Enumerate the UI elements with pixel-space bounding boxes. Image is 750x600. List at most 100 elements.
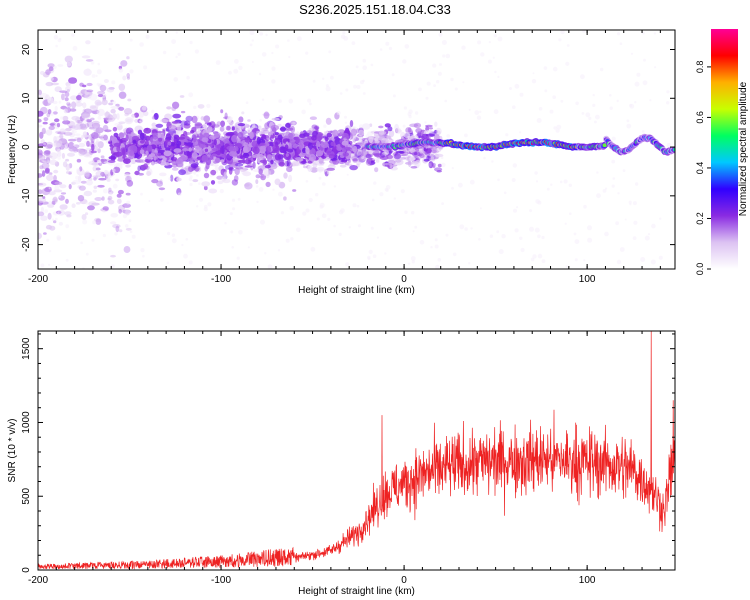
spectrum-speckle <box>487 59 492 64</box>
spectrum-cloud <box>295 157 302 161</box>
spectrum-speckle <box>80 241 83 245</box>
spectrum-speckle <box>116 164 120 168</box>
spectrum-speckle <box>275 44 280 49</box>
spectrum-speckle <box>171 238 177 244</box>
spectrum-speckle <box>184 120 191 126</box>
spectrum-cloud <box>176 140 182 146</box>
spectrum-speckle <box>403 132 411 139</box>
spectrum-speckle <box>596 171 599 174</box>
spectrum-speckle <box>391 73 395 77</box>
spectrum-speckle <box>106 87 115 93</box>
spectrum-speckle <box>550 183 553 186</box>
spectrum-cloud <box>243 145 248 154</box>
colorbar: 0.0 0.2 0.4 0.6 0.8 Normalized spectral ampli… <box>695 29 749 275</box>
spectrum-speckle <box>155 123 164 128</box>
spectrum-speckle <box>95 164 99 168</box>
x-axis-label: Height of straight line (km) <box>298 285 415 296</box>
spectrum-cloud <box>201 137 209 143</box>
spectrum-speckle <box>616 99 619 103</box>
spectrum-speckle <box>112 100 116 105</box>
spectrum-speckle <box>45 167 50 173</box>
spectrum-speckle <box>76 94 82 101</box>
spectrum-speckle <box>78 142 86 148</box>
spectrum-speckle <box>503 191 507 195</box>
spectrum-speckle <box>264 252 267 255</box>
spectrum-cloud <box>270 134 275 139</box>
spectrum-speckle <box>38 110 44 117</box>
spectrum-speckle <box>666 101 670 105</box>
spectrum-speckle <box>237 123 246 127</box>
spectrum-speckle <box>435 148 442 153</box>
spectrum-speckle <box>464 133 468 138</box>
spectrum-speckle <box>40 263 45 268</box>
spectrum-speckle <box>188 92 194 98</box>
spectrum-speckle <box>622 169 626 173</box>
spectrum-speckle <box>208 188 218 194</box>
spectrum-speckle <box>78 185 86 191</box>
spectrum-speckle <box>129 230 133 233</box>
spectrum-speckle <box>45 144 53 150</box>
spectrum-speckle <box>54 181 63 186</box>
spectrum-speckle <box>171 167 179 171</box>
spectrum-speckle <box>640 257 646 262</box>
spectrum-speckle <box>641 130 645 133</box>
spectrum-speckle <box>223 126 227 130</box>
spectrum-cloud <box>132 139 137 144</box>
spectrum-speckle <box>280 211 284 215</box>
spectrum-speckle <box>615 221 619 226</box>
spectrum-speckle <box>112 113 117 120</box>
spectrum-speckle <box>348 226 351 229</box>
spectrum-speckle <box>108 87 115 90</box>
spectrum-cloud <box>146 145 153 152</box>
spectrum-speckle <box>477 40 482 45</box>
spectrum-speckle <box>389 227 392 230</box>
spectrum-speckle <box>312 163 318 168</box>
spectrum-speckle <box>82 194 85 197</box>
spectrum-cloud <box>237 132 244 139</box>
spectrum-speckle <box>400 189 405 194</box>
spectrum-speckle <box>259 31 264 36</box>
spectrum-speckle <box>318 176 322 180</box>
spectrum-speckle <box>95 127 104 134</box>
spectrum-speckle <box>151 116 156 120</box>
spectrum-speckle <box>159 179 163 184</box>
spectrum-speckle <box>258 72 262 76</box>
spectrum-speckle <box>410 166 418 169</box>
spectrum-speckle <box>330 75 334 80</box>
spectrum-cloud <box>305 147 310 155</box>
spectrum-speckle <box>252 161 256 169</box>
spectrum-cloud <box>129 135 133 143</box>
spectrum-speckle <box>323 124 327 128</box>
spectrum-speckle <box>64 55 73 63</box>
spectrum-speckle <box>233 125 242 128</box>
spectrum-speckle <box>516 206 519 209</box>
spectrum-speckle <box>207 126 213 133</box>
spectrum-speckle <box>346 173 349 176</box>
spectrum-speckle <box>340 208 345 213</box>
spectrum-cloud <box>320 141 329 148</box>
y-tick-label: 0 <box>21 144 32 150</box>
spectrum-speckle <box>188 177 193 182</box>
spectrum-speckle <box>588 116 592 120</box>
spectrum-speckle <box>72 180 81 185</box>
spectrum-speckle <box>544 89 548 93</box>
spectrum-speckle <box>82 102 87 109</box>
spectrum-speckle <box>409 148 416 154</box>
spectrum-speckle <box>587 237 593 243</box>
spectrum-speckle <box>224 222 227 225</box>
spectrum-speckle <box>171 121 179 124</box>
spectrum-speckle <box>536 118 542 123</box>
spectrum-speckle <box>446 134 451 138</box>
spectrum-speckle <box>349 165 358 171</box>
spectrum-speckle <box>643 58 646 62</box>
spectrum-cloud <box>118 132 125 138</box>
spectrum-speckle <box>229 212 233 216</box>
spectrum-cloud <box>328 153 335 159</box>
spectrum-speckle <box>431 149 437 153</box>
spectrum-speckle <box>237 197 241 201</box>
spectrum-speckle <box>436 170 442 173</box>
spectrum-speckle <box>430 147 439 154</box>
spectrum-speckle <box>255 179 259 185</box>
spectrum-speckle <box>459 224 465 230</box>
